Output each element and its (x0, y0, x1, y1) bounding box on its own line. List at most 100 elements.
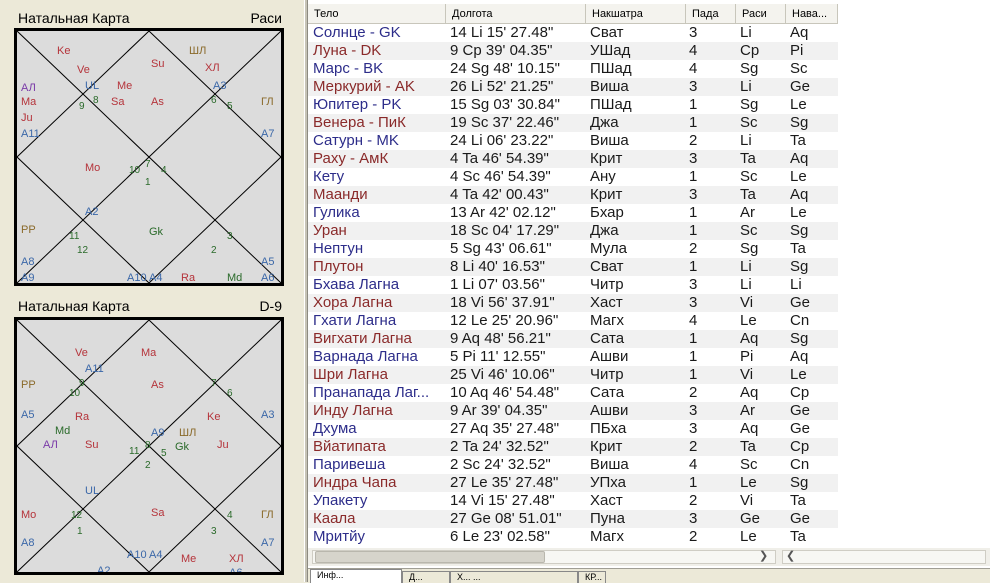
table-row[interactable]: Плутон 8 Li 40' 16.53" Сват 1 Li Sg (308, 258, 838, 276)
table-row[interactable]: Гхати Лагна 12 Le 25' 20.96" Магх 4 Le Cn (308, 312, 838, 330)
table-row[interactable]: Индра Чапа 27 Le 35' 27.48" УПха 1 Le Sg (308, 474, 838, 492)
chevron-right-icon[interactable]: ❯ (759, 550, 769, 562)
chevron-left-icon[interactable]: ❮ (786, 550, 796, 562)
chart1-label: As (151, 96, 164, 108)
panel-hscrollbar[interactable] (782, 550, 986, 564)
navamsa-cell: Ge (790, 402, 811, 419)
table-row[interactable]: Варнада Лагна 5 Pi 11' 12.55" Ашви 1 Pi Aq (308, 348, 838, 366)
nakshatra-cell: Сата (590, 330, 625, 347)
table-row[interactable]: Вйатипата 2 Ta 24' 32.52" Крит 2 Ta Cp (308, 438, 838, 456)
panel-splitter[interactable] (304, 0, 308, 582)
body-cell: Упакету (313, 492, 368, 509)
table-row[interactable]: Юпитер - PK 15 Sg 03' 30.84" ПШад 1 Sg Le (308, 96, 838, 114)
navamsa-cell: Ge (790, 294, 811, 311)
table-row[interactable]: Меркурий - AK 26 Li 52' 21.25" Виша 3 Li Ge (308, 78, 838, 96)
table-row[interactable]: Сатурн - MK 24 Li 06' 23.22" Виша 2 Li Ta (308, 132, 838, 150)
nakshatra-cell: Ашви (590, 402, 629, 419)
pada-cell: 1 (689, 366, 698, 383)
chart2-label: A6 (229, 567, 242, 572)
rasi-cell: Vi (740, 366, 754, 383)
nakshatra-cell: Сват (590, 258, 624, 275)
table-hscrollbar[interactable] (312, 550, 776, 564)
col-header-rasi[interactable]: Раси (736, 4, 786, 24)
nakshatra-cell: Читр (590, 366, 624, 383)
chart2-label: A2 (97, 565, 110, 572)
col-header-body[interactable]: Тело (308, 4, 446, 24)
table-row[interactable]: Марс - BK 24 Sg 48' 10.15" ПШад 4 Sg Sc (308, 60, 838, 78)
longitude-cell: 26 Li 52' 21.25" (450, 78, 554, 95)
navamsa-cell: Sg (790, 222, 809, 239)
table-row[interactable]: Кету 4 Sc 46' 54.39" Ану 1 Sc Le (308, 168, 838, 186)
table-row[interactable]: Инду Лагна 9 Ar 39' 04.35" Ашви 3 Ar Ge (308, 402, 838, 420)
table-row[interactable]: Вигхати Лагна 9 Aq 48' 56.21" Сата 1 Aq Sg (308, 330, 838, 348)
body-cell: Луна - DK (313, 42, 382, 59)
table-row[interactable]: Паривеша 2 Sc 24' 32.52" Виша 4 Sc Cn (308, 456, 838, 474)
table-row[interactable]: Каала 27 Ge 08' 51.01" Пуна 3 Ge Ge (308, 510, 838, 528)
chart2-label: PP (21, 379, 36, 391)
table-row[interactable]: Луна - DK 9 Cp 39' 04.35" УШад 4 Cp Pi (308, 42, 838, 60)
pada-cell: 1 (689, 348, 698, 365)
tab-d[interactable]: Д... (402, 571, 450, 583)
nakshatra-cell: Виша (590, 78, 629, 95)
chart2-title: Натальная Карта (18, 298, 130, 314)
table-row[interactable]: Хора Лагна 18 Vi 56' 37.91" Хаст 3 Vi Ge (308, 294, 838, 312)
navamsa-cell: Le (790, 366, 807, 383)
chart1-label: Su (151, 58, 164, 70)
rasi-cell: Sc (740, 222, 758, 239)
body-cell: Нептун (313, 240, 364, 257)
pada-cell: 1 (689, 258, 698, 275)
navamsa-cell: Aq (790, 186, 809, 203)
table-row[interactable]: Солнце - GK 14 Li 15' 27.48" Сват 3 Li Aq (308, 24, 838, 42)
table-row[interactable]: Венера - ПиК 19 Sc 37' 22.46" Джа 1 Sc Sg (308, 114, 838, 132)
navamsa-cell: Ta (790, 132, 806, 149)
table-row[interactable]: Бхава Лагна 1 Li 07' 03.56" Читр 3 Li Li (308, 276, 838, 294)
chart2-diagonal-2 (17, 320, 281, 572)
table-row[interactable]: Уран 18 Sc 04' 17.29" Джа 1 Sc Sg (308, 222, 838, 240)
table-row[interactable]: Гулика 13 Ar 42' 02.12" Бхар 1 Ar Le (308, 204, 838, 222)
col-header-pada[interactable]: Пада (686, 4, 736, 24)
chart1-label: A3 (213, 80, 226, 92)
longitude-cell: 12 Le 25' 20.96" (450, 312, 559, 329)
col-header-longitude[interactable]: Долгота (446, 4, 586, 24)
table-row[interactable]: Раху - АмК 4 Ta 46' 54.39" Крит 3 Ta Aq (308, 150, 838, 168)
tab-kp[interactable]: КР... (578, 571, 606, 583)
chart2-label: A11 (85, 363, 104, 375)
chart2-d9[interactable]: Ve Ma A11 PP 9 10 As 7 6 A5 Ra Ke A3 Md A9 АЛ Su ШЛ 8 11 Gk J… (14, 317, 284, 575)
longitude-cell: 9 Aq 48' 56.21" (450, 330, 551, 347)
table-row[interactable]: Дхума 27 Aq 35' 27.48" ПБха 3 Aq Ge (308, 420, 838, 438)
longitude-cell: 13 Ar 42' 02.12" (450, 204, 556, 221)
table-row[interactable]: Пранапада Лаг... 10 Aq 46' 54.48" Сата 2 Aq C… (308, 384, 838, 402)
table-row[interactable]: Шри Лагна 25 Vi 46' 10.06" Читр 1 Vi Le (308, 366, 838, 384)
col-header-navamsa[interactable]: Нава... (786, 4, 838, 24)
table-row[interactable]: Упакету 14 Vi 15' 27.48" Хаст 2 Vi Ta (308, 492, 838, 510)
chart1-label: 4 (161, 165, 167, 176)
longitude-cell: 14 Li 15' 27.48" (450, 24, 554, 41)
body-cell: Сатурн - MK (313, 132, 399, 149)
table-row[interactable]: Нептун 5 Sg 43' 06.61" Мула 2 Sg Ta (308, 240, 838, 258)
chart1-label: Ju (21, 112, 33, 124)
nakshatra-cell: Виша (590, 456, 629, 473)
tab-x[interactable]: Х... ... (450, 571, 578, 583)
table-hscroll-thumb[interactable] (315, 551, 545, 563)
table-row[interactable]: Мaанди 4 Ta 42' 00.43" Крит 3 Ta Aq (308, 186, 838, 204)
rasi-cell: Ta (740, 186, 756, 203)
table-row[interactable]: Мритйу 6 Le 23' 02.58" Магх 2 Le Ta (308, 528, 838, 544)
navamsa-cell: Ta (790, 240, 806, 257)
nakshatra-cell: Хаст (590, 492, 623, 509)
tab-info[interactable]: Инф... (310, 569, 402, 583)
pada-cell: 1 (689, 96, 698, 113)
chart1-label: Ma (21, 96, 37, 108)
pada-cell: 2 (689, 132, 698, 149)
col-header-nakshatra[interactable]: Накшатра (586, 4, 686, 24)
chart1-label: 12 (77, 245, 89, 256)
bottom-tabs: Инф... Д... Х... ... КР... (308, 568, 990, 583)
longitude-cell: 5 Pi 11' 12.55" (450, 348, 546, 365)
navamsa-cell: Aq (790, 24, 809, 41)
rasi-cell: Ta (740, 150, 756, 167)
chart2-label: 4 (227, 510, 233, 521)
chart1-rasi[interactable]: Ke Su ШЛ Ve XЛ UL Me A3 АЛ 9 8 Sa As 6 5 ГЛ Ma Ju A11 A7 Mo 7… (14, 28, 284, 286)
body-cell: Шри Лагна (313, 366, 388, 383)
pada-cell: 3 (689, 420, 698, 437)
pada-cell: 3 (689, 78, 698, 95)
rasi-cell: Aq (740, 384, 759, 401)
